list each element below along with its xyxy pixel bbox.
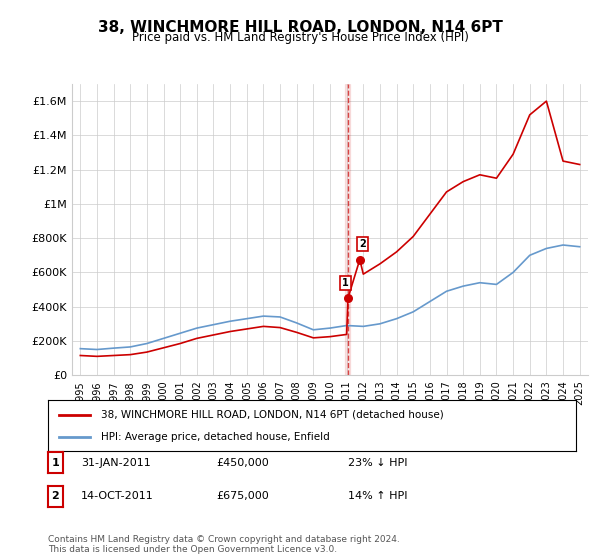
Text: 38, WINCHMORE HILL ROAD, LONDON, N14 6PT: 38, WINCHMORE HILL ROAD, LONDON, N14 6PT: [98, 20, 502, 35]
Text: Price paid vs. HM Land Registry's House Price Index (HPI): Price paid vs. HM Land Registry's House …: [131, 31, 469, 44]
Text: Contains HM Land Registry data © Crown copyright and database right 2024.
This d: Contains HM Land Registry data © Crown c…: [48, 535, 400, 554]
Text: 23% ↓ HPI: 23% ↓ HPI: [348, 458, 407, 468]
Text: 2: 2: [52, 491, 59, 501]
Text: £675,000: £675,000: [216, 491, 269, 501]
Text: 31-JAN-2011: 31-JAN-2011: [81, 458, 151, 468]
Text: £450,000: £450,000: [216, 458, 269, 468]
Bar: [346, 84, 350, 375]
Text: 38, WINCHMORE HILL ROAD, LONDON, N14 6PT (detached house): 38, WINCHMORE HILL ROAD, LONDON, N14 6PT…: [101, 409, 443, 419]
Text: 14% ↑ HPI: 14% ↑ HPI: [348, 491, 407, 501]
Point: [343, 293, 353, 302]
Text: HPI: Average price, detached house, Enfield: HPI: Average price, detached house, Enfi…: [101, 432, 329, 442]
Text: 1: 1: [342, 278, 349, 288]
Text: 1: 1: [52, 458, 59, 468]
Text: 14-OCT-2011: 14-OCT-2011: [81, 491, 154, 501]
Point: [355, 255, 365, 264]
Text: 2: 2: [359, 239, 365, 249]
